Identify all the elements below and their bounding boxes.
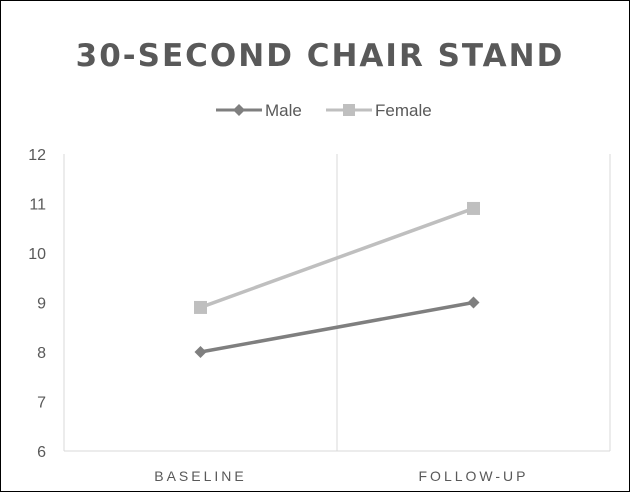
legend-item-female: Female <box>326 101 432 120</box>
x-tick-label: FOLLOW-UP <box>419 468 529 484</box>
data-point-male <box>467 296 480 309</box>
legend-marker-male <box>233 104 245 116</box>
data-point-female <box>194 300 207 314</box>
y-tick-label: 10 <box>28 246 46 263</box>
legend: Male Female <box>216 101 432 120</box>
y-tick-label: 12 <box>28 147 46 164</box>
y-tick-label: 7 <box>37 395 46 412</box>
series-line-female <box>199 206 475 310</box>
legend-item-male: Male <box>216 101 302 120</box>
y-tick-label: 6 <box>37 444 46 461</box>
legend-label-female: Female <box>375 101 432 120</box>
y-tick-label: 9 <box>37 296 46 313</box>
y-tick-label: 8 <box>37 345 46 362</box>
plot-area: 6 7 8 9 10 11 12 BASELINE FOLLOW-UP <box>28 147 611 484</box>
series-line-male <box>200 300 474 354</box>
chart-title: 30-SECOND CHAIR STAND <box>76 38 565 74</box>
data-point-female <box>467 201 480 215</box>
legend-marker-female <box>343 104 355 116</box>
data-point-male <box>194 346 207 358</box>
legend-label-male: Male <box>265 101 302 120</box>
x-tick-label: BASELINE <box>154 468 246 484</box>
y-tick-label: 11 <box>29 197 46 214</box>
